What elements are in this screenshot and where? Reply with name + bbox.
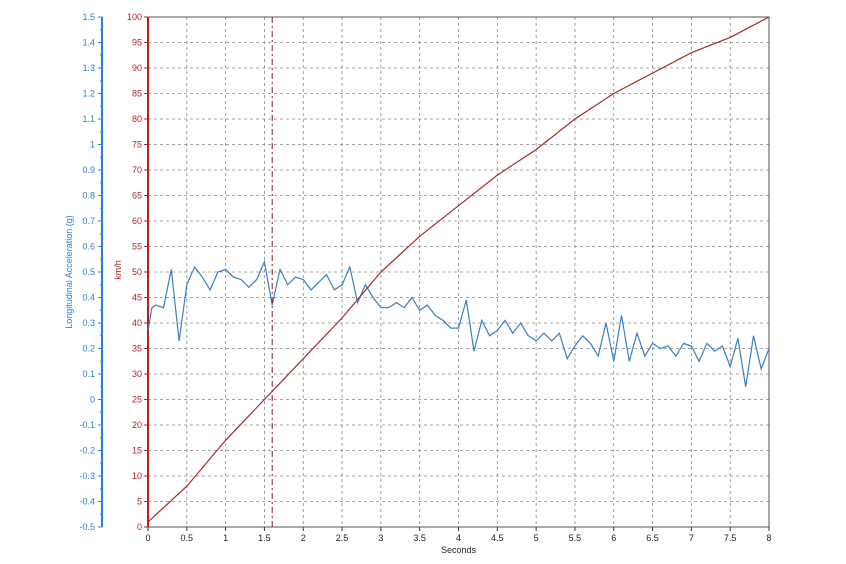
left-tick-label: 0.8 [82,191,95,201]
speed-tick-label: 25 [132,395,142,405]
left-tick-label: -0.5 [79,522,95,532]
x-tick-label: 4.5 [491,533,504,543]
left-tick-label: 1.1 [82,114,95,124]
speed-tick-label: 50 [132,267,142,277]
left-tick-label: 0.1 [82,369,95,379]
speed-tick-label: 55 [132,242,142,252]
x-tick-label: 1.5 [258,533,271,543]
speed-tick-label: 70 [132,165,142,175]
x-tick-label: 8 [766,533,771,543]
speed-tick-label: 65 [132,191,142,201]
left-tick-label: 0.9 [82,165,95,175]
left-tick-label: 1.5 [82,12,95,22]
x-tick-label: 7 [689,533,694,543]
left-tick-label: 1 [90,140,95,150]
left-tick-label: 0.7 [82,216,95,226]
speed-tick-label: 75 [132,140,142,150]
speed-tick-label: 80 [132,114,142,124]
speed-tick-label: 40 [132,318,142,328]
left-tick-label: -0.2 [79,446,95,456]
left-tick-label: 0 [90,395,95,405]
left-tick-label: 1.2 [82,89,95,99]
speed-tick-label: 85 [132,89,142,99]
speed-tick-label: 100 [127,12,142,22]
x-tick-label: 7.5 [724,533,737,543]
speed-tick-label: 95 [132,38,142,48]
speed-tick-label: 5 [137,497,142,507]
x-tick-label: 5.5 [569,533,582,543]
x-tick-label: 0.5 [181,533,194,543]
x-tick-label: 5 [534,533,539,543]
left-tick-label: 0.3 [82,318,95,328]
left-tick-label: 1.3 [82,63,95,73]
speed-tick-label: 35 [132,344,142,354]
left-tick-label: 0.6 [82,242,95,252]
left-tick-label: 0.5 [82,267,95,277]
left-tick-label: -0.1 [79,420,95,430]
speed-tick-label: 10 [132,471,142,481]
x-tick-label: 1 [223,533,228,543]
left-tick-label: 0.2 [82,344,95,354]
speed-tick-label: 45 [132,293,142,303]
x-tick-label: 3 [378,533,383,543]
speed-tick-label: 15 [132,446,142,456]
y-right-axis-label: km/h [113,260,123,280]
y-left-axis-label: Longitudinal Acceleration (g) [64,215,74,329]
acceleration-line [147,259,770,387]
x-tick-label: 6.5 [646,533,659,543]
speed-tick-label: 60 [132,216,142,226]
left-tick-label: -0.3 [79,471,95,481]
x-axis: 0 0.5 1 1.5 2 2.5 3 3.5 4 4.5 5 5.5 6 6.5 7 7.5 8 [145,527,772,543]
x-tick-label: 4 [456,533,461,543]
speed-tick-label: 30 [132,369,142,379]
right-axis: 0 5 10 15 20 25 30 35 40 45 50 55 60 65 70 75 80 85 90 95 10… [127,12,149,532]
x-tick-label: 3.5 [413,533,426,543]
x-tick-label: 6 [611,533,616,543]
left-tick-label: 1.4 [82,38,95,48]
series-layer [147,16,770,523]
left-axis: -0.5 -0.4 -0.3 -0.2 -0.1 0 0.1 0.2 0.3 0.4 0.5 0.6 0… [79,12,103,532]
left-tick-label: -0.4 [79,497,95,507]
x-tick-label: 2.5 [336,533,349,543]
x-axis-label: Seconds [441,545,477,555]
speed-tick-label: 0 [137,522,142,532]
left-tick-label: 0.4 [82,293,95,303]
grid [148,17,769,527]
x-tick-label: 2 [301,533,306,543]
x-tick-label: 0 [145,533,150,543]
speed-tick-label: 90 [132,63,142,73]
speed-tick-label: 20 [132,420,142,430]
speed-line [147,16,770,523]
